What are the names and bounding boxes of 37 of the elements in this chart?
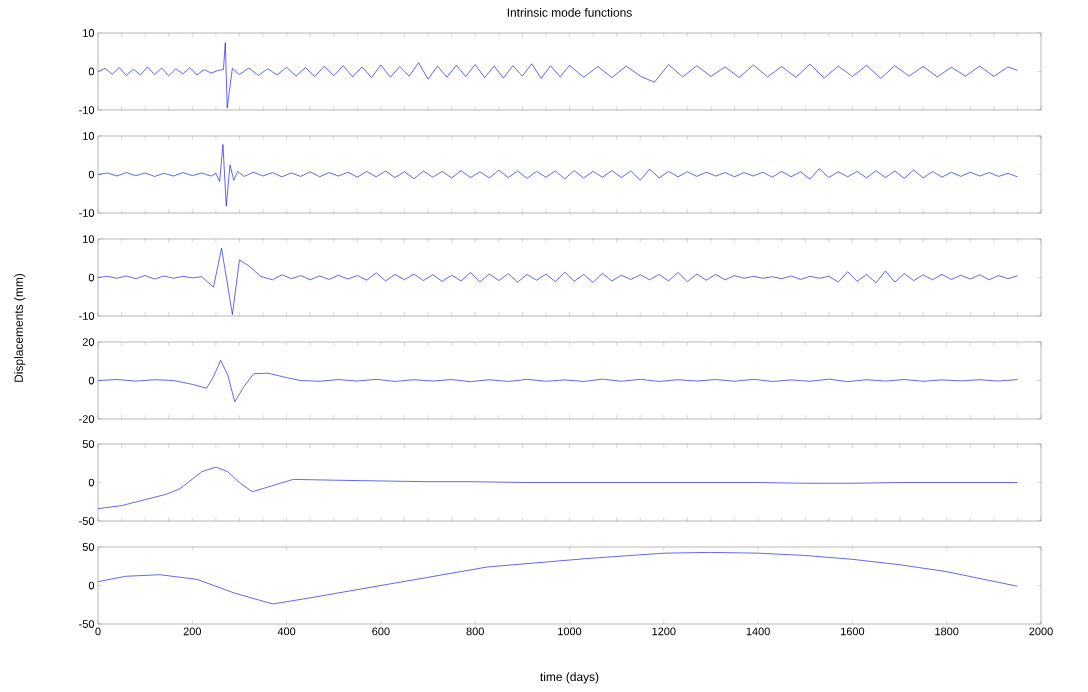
line-series (98, 42, 1018, 109)
chart-title: Intrinsic mode functions (507, 8, 632, 17)
y-tick-label: -50 (79, 517, 95, 525)
y-tick-label: 10 (83, 29, 95, 37)
x-tick-label: 200 (183, 627, 201, 636)
line-series (98, 552, 1018, 605)
x-tick-label: 0 (95, 627, 101, 636)
y-tick-label: 0 (88, 581, 95, 590)
y-tick-label: -50 (79, 620, 95, 628)
x-tick-label: 1600 (841, 627, 865, 636)
x-tick-label: 400 (277, 627, 296, 636)
line-series (98, 144, 1018, 207)
y-tick-label: 0 (88, 170, 95, 179)
x-tick-label: 1200 (652, 627, 676, 636)
x-tick-label: 2000 (1029, 627, 1053, 636)
y-tick-label: 50 (82, 543, 95, 551)
y-tick-label: -10 (79, 312, 95, 320)
y-tick-label: 0 (88, 478, 95, 487)
y-tick-label: 0 (88, 67, 95, 76)
y-tick-label: 10 (83, 235, 95, 243)
y-tick-label: 0 (88, 273, 95, 282)
y-tick-label: 0 (88, 376, 95, 385)
x-tick-label: 1000 (558, 627, 582, 636)
x-tick-label: 800 (466, 627, 484, 636)
y-tick-label: -20 (79, 415, 95, 423)
x-axis-title: time (days) (540, 672, 599, 684)
x-tick-label: 1800 (935, 627, 959, 636)
y-tick-label: -10 (79, 106, 95, 114)
y-tick-label: -10 (79, 209, 95, 217)
y-tick-label: 10 (83, 132, 95, 140)
y-axis-title: Displacements (mm) (14, 273, 26, 382)
x-tick-label: 1400 (746, 627, 770, 636)
y-tick-label: 50 (82, 440, 95, 448)
x-tick-label: 600 (372, 627, 390, 636)
line-series (98, 247, 1018, 315)
y-tick-label: 20 (82, 338, 95, 346)
line-series (98, 359, 1018, 402)
